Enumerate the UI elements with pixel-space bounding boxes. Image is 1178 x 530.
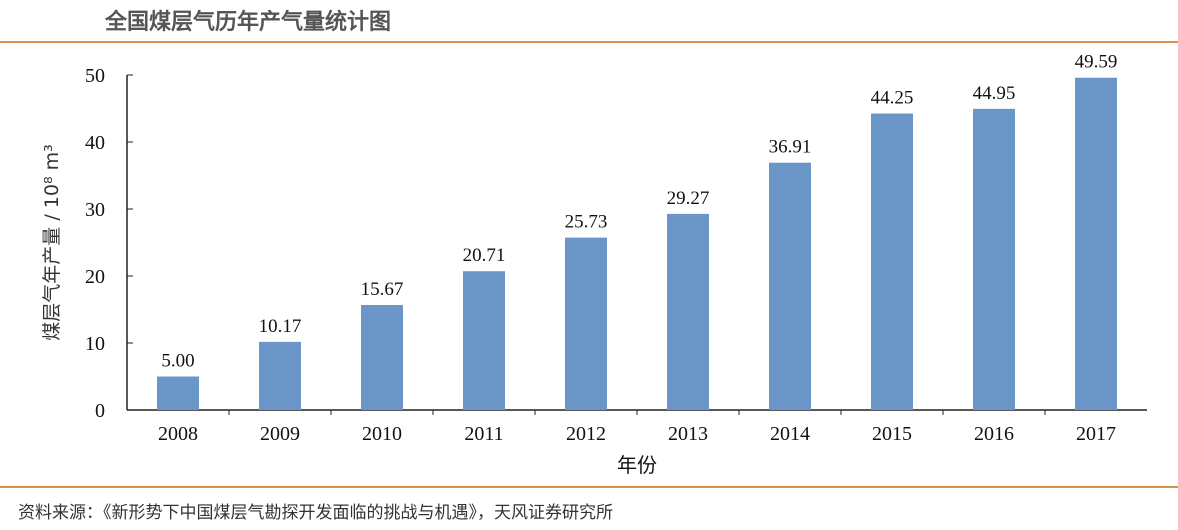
x-tick-label: 2012 <box>566 423 606 445</box>
bar-2010 <box>361 305 403 410</box>
bar-2016 <box>973 108 1015 411</box>
x-tick-label: 2014 <box>770 423 810 445</box>
data-label-2014: 36.91 <box>769 137 812 158</box>
x-tick-label: 2011 <box>464 423 503 445</box>
chart-title: 全国煤层气历年产气量统计图 <box>105 10 392 35</box>
bar-2014 <box>769 162 811 410</box>
source-note: 资料来源：《新形势下中国煤层气勘探开发面临的挑战与机遇》，天风证券研究所 <box>18 503 613 523</box>
bar-2013 <box>667 213 709 410</box>
data-label-2017: 49.59 <box>1075 52 1118 73</box>
bottom-divider <box>0 486 1178 488</box>
x-tick-label: 2017 <box>1076 423 1116 445</box>
data-label-2016: 44.95 <box>973 83 1016 104</box>
y-axis-label: 煤层气年产量 / 10⁸ m³ <box>41 144 63 340</box>
y-tick-label: 40 <box>85 132 105 154</box>
x-tick-label: 2009 <box>260 423 300 445</box>
y-tick-label: 0 <box>95 400 105 422</box>
data-label-2011: 20.71 <box>463 245 506 266</box>
x-tick-label: 2013 <box>668 423 708 445</box>
data-label-2008: 5.00 <box>161 351 194 372</box>
x-tick-label: 2015 <box>872 423 912 445</box>
data-label-2010: 15.67 <box>361 279 404 300</box>
x-tick-label: 2008 <box>158 423 198 445</box>
bar-2008 <box>157 376 199 410</box>
bar-2009 <box>259 341 301 410</box>
data-label-2009: 10.17 <box>259 316 302 337</box>
y-tick-label: 30 <box>85 199 105 221</box>
bar-2012 <box>565 237 607 410</box>
bar-2011 <box>463 271 505 410</box>
y-tick-label: 20 <box>85 266 105 288</box>
top-divider <box>0 41 1178 43</box>
data-label-2013: 29.27 <box>667 188 710 209</box>
bar-2015 <box>871 113 913 411</box>
bar-2017 <box>1075 77 1117 410</box>
data-label-2012: 25.73 <box>565 212 608 233</box>
x-tick-label: 2016 <box>974 423 1014 445</box>
y-tick-label: 10 <box>85 333 105 355</box>
data-label-2015: 44.25 <box>871 88 914 109</box>
bar-chart: 0 10 20 30 40 50 5.00 2008 10.17 2009 15.67 2010 20.… <box>41 52 1147 477</box>
x-axis-label: 年份 <box>617 453 657 477</box>
x-tick-label: 2010 <box>362 423 402 445</box>
y-tick-label: 50 <box>85 65 105 87</box>
